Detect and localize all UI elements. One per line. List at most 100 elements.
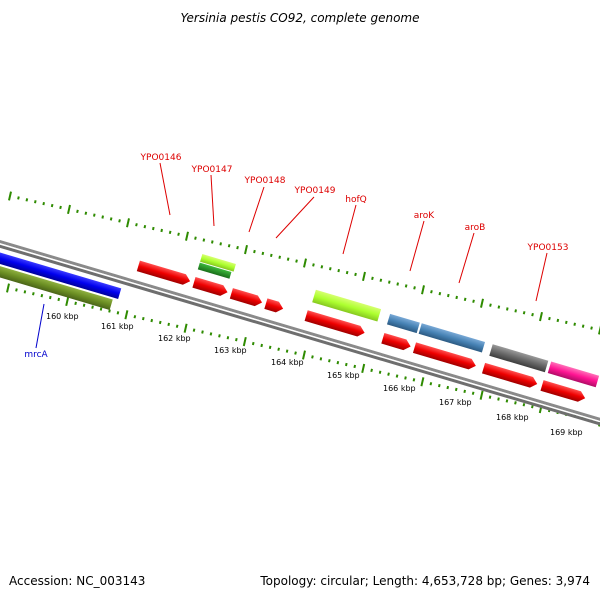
upper-tick [312,263,315,267]
lower-tick [361,363,366,374]
lower-tick [167,322,170,327]
lower-tick [242,336,247,347]
feature-hofq-cds [304,310,365,337]
feature-ypo0146 [136,260,191,285]
lower-tick [260,343,263,348]
scale-label: 164 kbp [271,358,304,367]
upper-tick [8,191,12,201]
upper-tick [581,324,585,328]
feature-arok-cds [381,333,411,351]
lower-tick [142,316,145,321]
lower-tick [57,297,61,302]
upper-tick [480,298,484,308]
lower-tick [74,301,77,306]
upper-tick [438,291,442,296]
scale-label: 168 kbp [496,413,529,422]
lower-tick [429,382,433,386]
topology-text: Topology: circular; Length: 4,653,728 bp… [260,574,590,588]
lower-tick [497,397,500,401]
lower-tick [353,364,357,369]
scale-label: 165 kbp [327,371,360,380]
upper-tick [261,251,265,256]
scale-label: 160 kbp [46,312,79,321]
feature-ypo0153 [489,344,549,373]
feature-hofq [312,289,382,322]
upper-tick [413,286,416,290]
upper-tick [379,278,383,282]
lower-tick [328,359,331,363]
upper-tick [126,218,130,228]
lower-tick [277,347,280,351]
upper-tick [253,249,256,254]
lower-tick [294,351,297,355]
feature-next-cds [540,380,586,402]
gene-label-ypo0147: YPO0147 [191,165,233,175]
upper-tick [152,226,155,231]
feature-ypo0149 [264,298,284,313]
scale-label: 169 kbp [550,428,583,437]
lower-tick [158,320,162,325]
upper-tick [354,272,357,277]
lower-tick [209,332,213,336]
scale-label: 161 kbp [101,322,134,331]
feature-ypo0147-cds [192,277,228,296]
upper-tick [447,293,450,298]
gene-label-ypo0149: YPO0149 [294,186,336,196]
upper-tick [177,232,180,236]
lower-tick [82,303,86,307]
upper-tick [421,285,425,295]
lower-tick [99,307,103,311]
upper-tick [168,230,172,235]
upper-tick [455,295,458,300]
upper-tick [522,311,526,315]
lower-tick [471,391,475,395]
upper-tick [236,245,239,250]
upper-tick [101,215,104,219]
lower-tick [251,341,255,346]
upper-tick [489,303,492,307]
lower-tick [65,296,70,307]
lower-tick [23,290,27,294]
scale-label: 163 kbp [214,346,247,355]
upper-tick [135,223,138,227]
lower-tick [15,288,18,292]
upper-tick-track [8,191,600,335]
upper-tick [25,198,29,202]
upper-tick [17,196,20,200]
upper-tick [278,255,281,259]
lower-tick [91,305,94,309]
upper-tick [345,270,349,275]
lower-tick [514,401,517,405]
upper-tick [295,259,298,263]
upper-tick [219,242,222,246]
upper-tick [404,284,408,288]
upper-tick [143,224,147,229]
lower-tick [133,315,137,319]
upper-tick [109,217,113,221]
upper-tick [497,305,501,309]
lower-tick [235,337,238,342]
upper-tick [531,312,534,317]
lower-tick [412,378,416,382]
upper-tick [84,211,88,215]
upper-tick [244,244,248,255]
lower-tick [438,383,441,388]
lower-tick [531,404,534,409]
upper-tick [565,320,568,325]
feature-ypo0153-cds [481,362,538,388]
upper-tick [320,265,324,269]
lower-tick [378,370,382,374]
upper-tick [539,311,543,322]
upper-tick [50,203,54,208]
lower-tick [201,330,204,334]
genome-title: Yersinia pestis CO92, complete genome [181,11,420,25]
lower-tick [40,293,44,298]
lower-tick [302,350,306,360]
lower-tick [345,362,348,367]
feature-mrca [0,261,113,311]
upper-tick [590,326,593,330]
lower-tick [150,318,154,323]
upper-tick [185,231,189,241]
feature-ypo0147-upper [200,254,236,272]
